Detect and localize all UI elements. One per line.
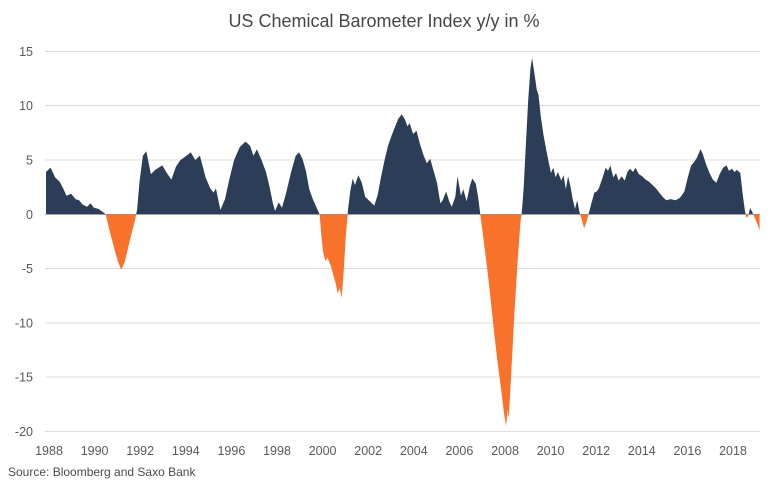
- y-axis-tick-label: -5: [22, 262, 33, 276]
- x-axis-tick-label: 1996: [217, 444, 245, 458]
- x-axis-tick-label: 2008: [491, 444, 519, 458]
- x-axis-tick-label: 1988: [35, 444, 63, 458]
- y-axis-tick-label: -15: [15, 371, 33, 385]
- x-axis-tick-label: 2018: [719, 444, 747, 458]
- source-caption: Source: Bloomberg and Saxo Bank: [8, 465, 196, 479]
- x-axis-tick-label: 1998: [263, 444, 291, 458]
- x-axis-tick-label: 2010: [537, 444, 565, 458]
- x-axis-tick-label: 2012: [582, 444, 610, 458]
- x-axis-tick-label: 2014: [628, 444, 656, 458]
- x-axis-tick-label: 2000: [309, 444, 337, 458]
- x-axis-tick-label: 1992: [126, 444, 154, 458]
- x-axis-tick-label: 1990: [81, 444, 109, 458]
- chart-title: US Chemical Barometer Index y/y in %: [228, 11, 539, 31]
- positive-area-series: [46, 58, 760, 215]
- negative-area-series: [105, 214, 760, 426]
- y-axis-tick-label: -20: [15, 425, 33, 439]
- grid-layer: [45, 50, 760, 432]
- x-axis-tick-label: 1994: [172, 444, 200, 458]
- y-axis-tick-label: 5: [26, 154, 33, 168]
- x-axis-tick-label: 2006: [445, 444, 473, 458]
- x-axis-tick-label: 2002: [354, 444, 382, 458]
- y-axis-tick-label: -10: [15, 316, 33, 330]
- x-axis-tick-label: 2004: [400, 444, 428, 458]
- y-axis-tick-label: 10: [19, 99, 33, 113]
- x-axis-tick-label: 2016: [673, 444, 701, 458]
- series-layer: [46, 58, 760, 426]
- y-axis-tick-label: 15: [19, 45, 33, 59]
- y-axis-tick-label: 0: [26, 208, 33, 222]
